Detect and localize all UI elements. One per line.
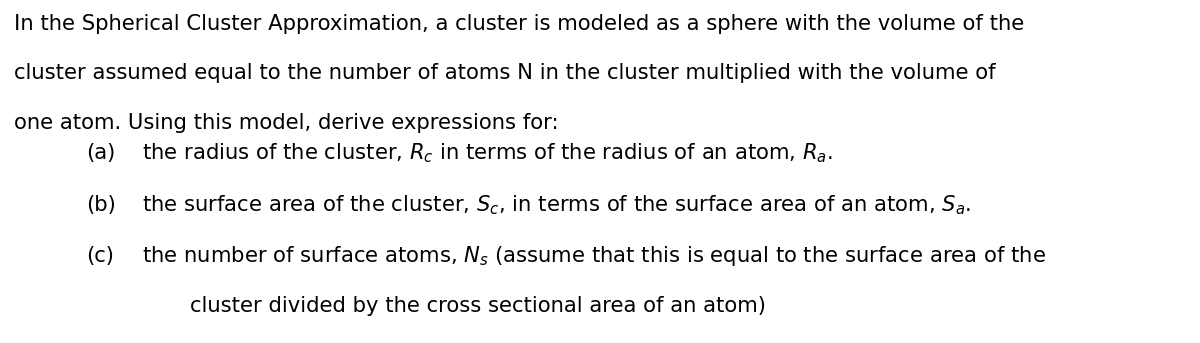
Text: cluster divided by the cross sectional area of an atom): cluster divided by the cross sectional a…: [190, 296, 766, 316]
Text: one atom. Using this model, derive expressions for:: one atom. Using this model, derive expre…: [14, 113, 559, 133]
Text: (b): (b): [86, 195, 116, 215]
Text: (c): (c): [86, 246, 114, 267]
Text: In the Spherical Cluster Approximation, a cluster is modeled as a sphere with th: In the Spherical Cluster Approximation, …: [14, 14, 1025, 34]
Text: the radius of the cluster, $R_c$ in terms of the radius of an atom, $R_a$.: the radius of the cluster, $R_c$ in term…: [142, 142, 833, 165]
Text: the number of surface atoms, $N_s$ (assume that this is equal to the surface are: the number of surface atoms, $N_s$ (assu…: [142, 245, 1045, 268]
Text: cluster assumed equal to the number of atoms N in the cluster multiplied with th: cluster assumed equal to the number of a…: [14, 63, 996, 83]
Text: (a): (a): [86, 143, 115, 164]
Text: the surface area of the cluster, $S_c$, in terms of the surface area of an atom,: the surface area of the cluster, $S_c$, …: [142, 193, 971, 216]
